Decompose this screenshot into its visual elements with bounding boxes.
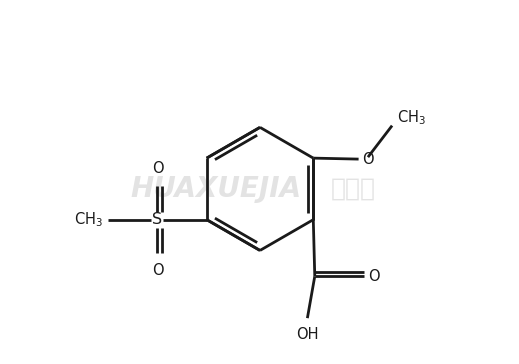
Text: HUAXUEJIA: HUAXUEJIA	[130, 175, 301, 203]
Text: S: S	[153, 212, 162, 227]
Text: CH$_3$: CH$_3$	[74, 210, 103, 229]
Text: 化学加: 化学加	[331, 177, 376, 201]
Text: OH: OH	[296, 327, 319, 342]
Text: O: O	[362, 151, 374, 167]
Text: O: O	[152, 263, 163, 278]
Text: O: O	[152, 161, 163, 176]
Text: O: O	[368, 269, 379, 284]
Text: CH$_3$: CH$_3$	[397, 108, 426, 127]
